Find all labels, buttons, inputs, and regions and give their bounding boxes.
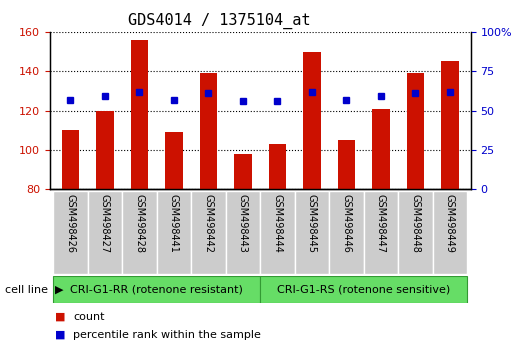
Text: GSM498442: GSM498442 — [203, 194, 213, 253]
Text: GDS4014 / 1375104_at: GDS4014 / 1375104_at — [129, 12, 311, 29]
Bar — [338, 140, 355, 189]
Text: cell line  ▶: cell line ▶ — [5, 284, 64, 295]
FancyBboxPatch shape — [294, 191, 329, 274]
Bar — [96, 110, 113, 189]
FancyBboxPatch shape — [53, 276, 260, 303]
FancyBboxPatch shape — [191, 191, 226, 274]
Bar — [441, 61, 459, 189]
FancyBboxPatch shape — [329, 191, 363, 274]
FancyBboxPatch shape — [260, 191, 294, 274]
Bar — [234, 154, 252, 189]
FancyBboxPatch shape — [363, 191, 398, 274]
FancyBboxPatch shape — [398, 191, 433, 274]
FancyBboxPatch shape — [260, 276, 467, 303]
Text: GSM498426: GSM498426 — [65, 194, 75, 253]
Text: GSM498428: GSM498428 — [134, 194, 144, 253]
Bar — [269, 144, 286, 189]
Bar — [372, 109, 390, 189]
Bar — [131, 40, 148, 189]
Bar — [165, 132, 183, 189]
Text: CRI-G1-RS (rotenone sensitive): CRI-G1-RS (rotenone sensitive) — [277, 284, 450, 295]
Text: GSM498445: GSM498445 — [307, 194, 317, 253]
FancyBboxPatch shape — [226, 191, 260, 274]
Text: CRI-G1-RR (rotenone resistant): CRI-G1-RR (rotenone resistant) — [70, 284, 243, 295]
Text: count: count — [73, 312, 105, 322]
FancyBboxPatch shape — [53, 191, 88, 274]
Text: GSM498443: GSM498443 — [238, 194, 248, 252]
Text: GSM498449: GSM498449 — [445, 194, 455, 252]
Text: GSM498447: GSM498447 — [376, 194, 386, 253]
Text: GSM498441: GSM498441 — [169, 194, 179, 252]
Text: percentile rank within the sample: percentile rank within the sample — [73, 330, 261, 339]
Bar — [407, 73, 424, 189]
Text: ■: ■ — [55, 312, 65, 322]
Bar — [200, 73, 217, 189]
Text: GSM498444: GSM498444 — [272, 194, 282, 252]
Bar — [62, 130, 79, 189]
FancyBboxPatch shape — [88, 191, 122, 274]
FancyBboxPatch shape — [157, 191, 191, 274]
Text: ■: ■ — [55, 330, 65, 339]
Bar — [303, 52, 321, 189]
FancyBboxPatch shape — [433, 191, 467, 274]
Text: GSM498427: GSM498427 — [100, 194, 110, 253]
Text: GSM498446: GSM498446 — [342, 194, 351, 252]
Text: GSM498448: GSM498448 — [411, 194, 420, 252]
FancyBboxPatch shape — [122, 191, 157, 274]
